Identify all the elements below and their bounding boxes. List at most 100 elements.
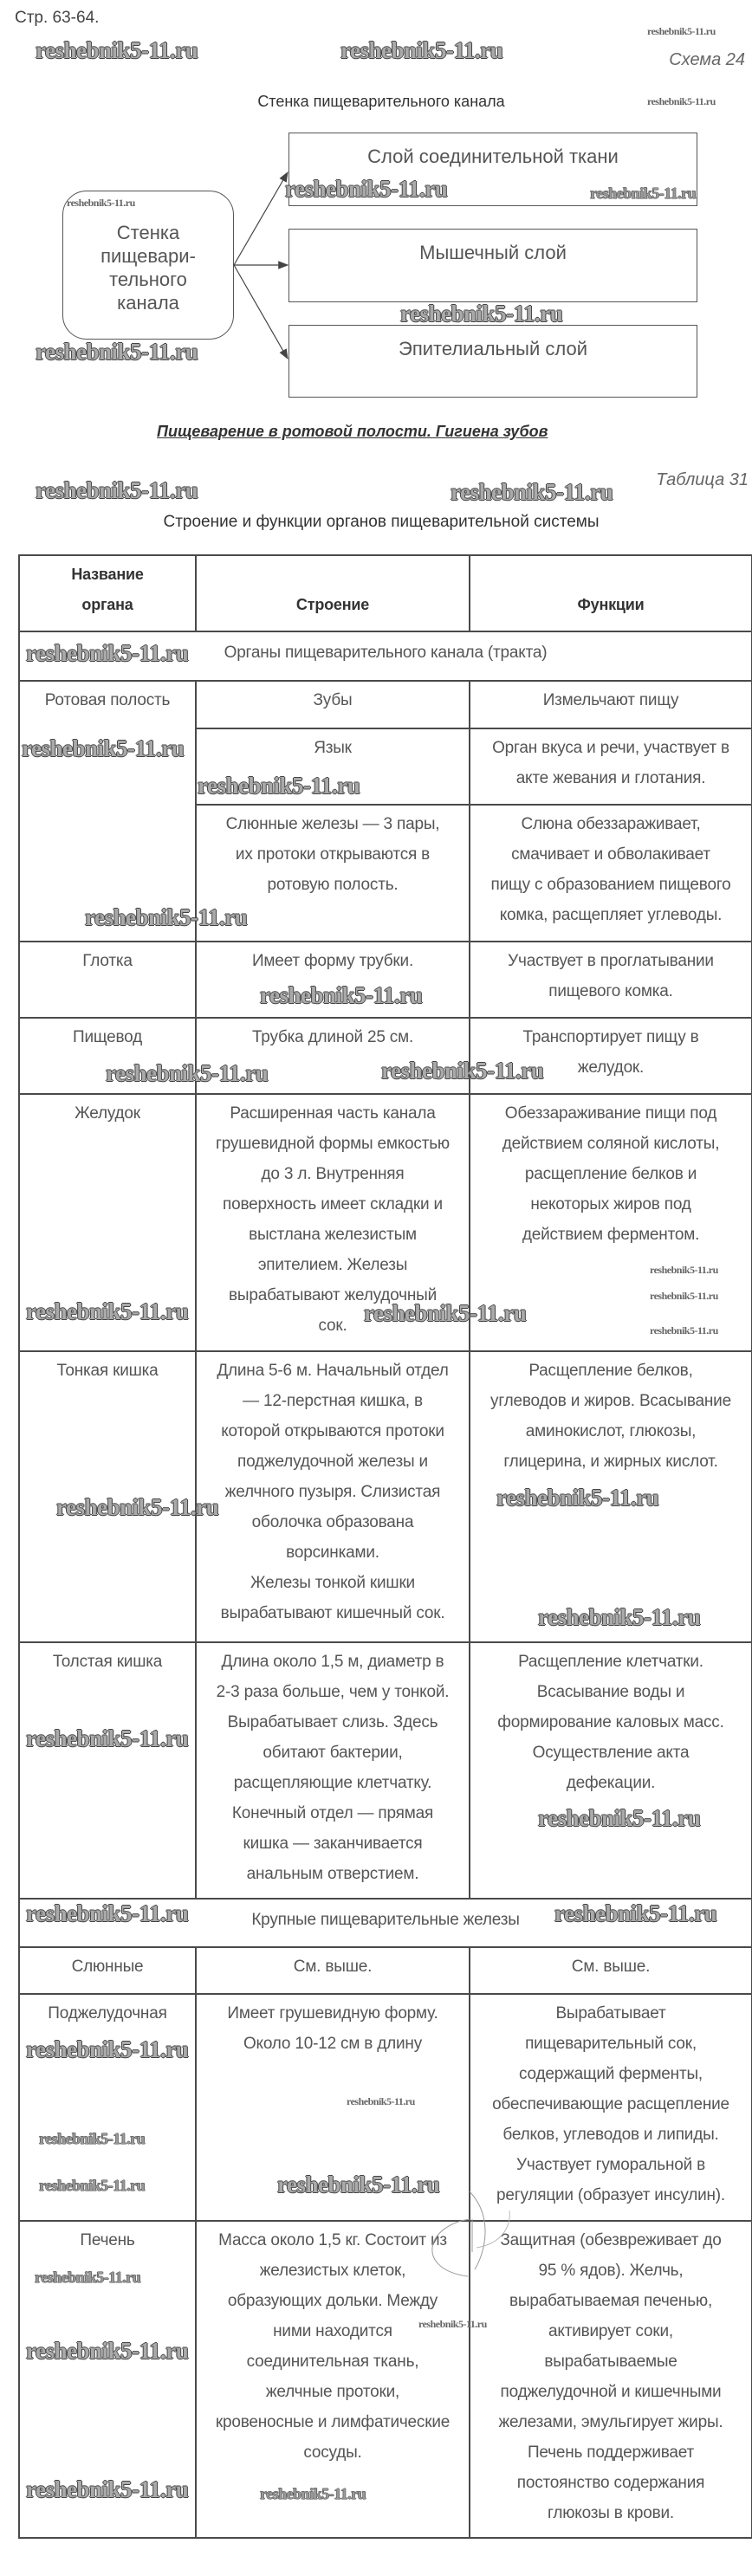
cell-text-line: Расщепление белков,	[528, 1362, 693, 1380]
cell-text-line: Участвует в проглатывании	[508, 952, 714, 970]
cell-text-line: Толстая кишка	[52, 1653, 163, 1671]
cell-text-line: их протоки открываются в	[235, 845, 431, 864]
scheme-number: Схема 24	[669, 50, 745, 69]
cell-text-line: См. выше.	[293, 1958, 373, 1976]
organ-name-cell: Желудок	[18, 1093, 197, 1352]
cell-text-line: Слюна обеззараживает,	[521, 815, 701, 833]
cell-text-line: вырабатывают желудочный	[229, 1286, 437, 1304]
cell-text-line: поджелудочной и кишечными	[500, 2383, 722, 2401]
structure-cell: См. выше.	[195, 1946, 470, 1995]
cell-text-line: Участвует гуморальной в	[515, 2156, 706, 2174]
table-row: Тонкая кишка Длина 5-6 м. Начальный отдел…	[18, 1350, 752, 1643]
arrow	[233, 264, 288, 360]
cell-text-line: расщепляющие клетчатку.	[233, 1774, 432, 1792]
function-cell: Участвует в проглатывании пищевого комка.	[469, 941, 752, 1019]
cell-text-line: Транспортирует пищу в	[522, 1028, 699, 1046]
cell-text-line: Всасывание воды и	[536, 1683, 685, 1701]
organ-name-cell: Глотка	[18, 941, 197, 1019]
cell-text-line: эпителием. Железы	[257, 1256, 408, 1274]
cell-text-line: кровеносные и лимфатические	[215, 2413, 451, 2431]
function-cell: Обеззараживание пищи под действием соляно…	[469, 1093, 752, 1352]
header-text: Строение	[295, 596, 370, 613]
cell-text-line: Ротовая полость	[44, 691, 171, 709]
table-row: Печень Масса около 1,5 кг. Состоит из желе…	[18, 2220, 752, 2539]
cell-text-line: аминокислот, глюкозы,	[525, 1422, 697, 1440]
target-label: Эпителиальный слой	[399, 338, 587, 359]
cell-text-line: Язык	[314, 739, 352, 757]
scheme-arrows	[233, 171, 289, 360]
cell-text-line: Поджелудочная	[48, 2004, 167, 2023]
table-row: Язык Орган вкуса и речи, участвует в акте …	[19, 728, 752, 806]
cell-text-line: ворсинками.	[286, 1544, 379, 1562]
cell-text-line: образующих дольки. Между	[227, 2292, 438, 2310]
cell-text-line: Осуществление акта	[532, 1744, 690, 1762]
table-title: Строение и функции органов пищеварительн…	[163, 513, 600, 531]
structure-cell: Язык	[195, 728, 470, 806]
cell-text-line: — 12-перстная кишка, в	[243, 1392, 423, 1410]
cell-text-line: смачивает и обволакивает	[511, 845, 710, 864]
cell-text-line: сок.	[318, 1317, 347, 1335]
cell-text-line: Имеет форму трубки.	[251, 952, 414, 970]
cell-text-line: соединительная ткань,	[246, 2353, 419, 2371]
cell-text-line: Длина около 1,5 м, диаметр в	[221, 1653, 444, 1671]
structure-cell: Трубка длиной 25 см.	[195, 1017, 470, 1095]
cell-text-line: Масса около 1,5 кг. Состоит из	[218, 2231, 447, 2249]
cell-text-line: вырабатываемые	[544, 2353, 677, 2371]
cell-text-line: Расширенная часть канала	[230, 1104, 436, 1123]
cell-text-line: Желудок	[75, 1104, 140, 1123]
cell-text-line: Около 10-12 см в длину	[243, 2035, 423, 2053]
structure-cell: Имеет форму трубки.	[195, 941, 470, 1019]
cell-text-line: оболочка образована	[251, 1513, 414, 1531]
table-row: Толстая кишка Длина около 1,5 м, диаметр …	[18, 1641, 752, 1900]
pen-scribble	[431, 2191, 510, 2277]
cell-text-line: сосуды.	[303, 2443, 362, 2462]
cell-text-line: вырабатывают кишечный сок.	[220, 1604, 445, 1622]
header-functions: Функции	[469, 554, 752, 632]
organ-name-cell: Тонкая кишка	[18, 1350, 197, 1643]
page-reference: Стр. 63-64.	[15, 9, 100, 27]
table-section-row: Крупные пищеварительные железы	[18, 1898, 752, 1948]
cell-text-line: Пищевод	[73, 1028, 142, 1046]
cell-text-line: См. выше.	[571, 1958, 651, 1976]
organs-table: Название органа Строение Функции Органы пище…	[18, 554, 752, 2539]
cell-text-line: желчного пузыря. Слизистая	[224, 1483, 441, 1501]
cell-text-line: углеводов и жиров. Всасывание	[490, 1392, 731, 1410]
target-label: Слой соединительной ткани	[367, 146, 619, 167]
function-cell: Орган вкуса и речи, участвует в акте жева…	[469, 728, 752, 806]
cell-text-line: Расщепление клетчатки.	[518, 1653, 703, 1671]
table-row: Глотка Имеет форму трубки. Участвует в про…	[18, 941, 752, 1019]
structure-cell: Длина 5-6 м. Начальный отдел — 12-перстна…	[195, 1350, 470, 1643]
section-label: Крупные пищеварительные железы	[18, 1898, 752, 1948]
table-row: Слюнные железы — 3 пары, их протоки откры…	[19, 804, 752, 942]
source-line: Стенка	[116, 222, 180, 243]
cell-text-line: вырабатываемая печенью,	[509, 2292, 713, 2310]
scheme-title: Стенка пищеварительного канала	[257, 93, 505, 110]
cell-text-line: железами, эмульгирует жиры.	[498, 2413, 723, 2431]
organ-name-cell: Пищевод	[18, 1017, 197, 1095]
source-line: канала	[117, 292, 179, 314]
table-row: Желудок Расширенная часть канала грушевидн…	[18, 1093, 752, 1352]
function-cell: Слюна обеззараживает, смачивает и обволак…	[469, 804, 752, 942]
cell-text-line: обеспечивающие расщепление	[492, 2095, 729, 2113]
function-cell: Защитная (обезвреживает до 95 % ядов). Же…	[469, 2220, 752, 2539]
cell-text-line: содержащий ферменты,	[518, 2065, 703, 2083]
cell-text-line: Глотка	[82, 952, 133, 970]
organ-name-cell: Слюнные	[18, 1946, 197, 1995]
cell-text-line: анальным отверстием.	[246, 1865, 419, 1883]
cell-text-line: Железы тонкой кишки	[250, 1574, 415, 1592]
table-row: Поджелудочная Имеет грушевидную форму. Око…	[18, 1993, 752, 2222]
cell-text-line: акте жевания и глотания.	[515, 769, 706, 787]
header-organ-name: Название органа	[18, 554, 197, 632]
table-section-row: Органы пищеварительного канала (тракта)	[18, 631, 752, 682]
cell-text-line: желчные протоки,	[265, 2383, 400, 2401]
header-text: Название	[71, 566, 144, 583]
scheme-target-box: Мышечный слой	[288, 229, 697, 302]
cell-text-line: желудок.	[577, 1058, 645, 1077]
cell-text-line: пищу с образованием пищевого	[490, 876, 731, 894]
section-heading: Пищеварение в ротовой полости. Гигиена з…	[157, 423, 548, 440]
cell-text-line: Длина 5-6 м. Начальный отдел	[217, 1362, 449, 1380]
structure-cell: Слюнные железы — 3 пары, их протоки откры…	[195, 804, 470, 942]
organ-name-cell: Печень	[18, 2220, 197, 2539]
cell-text-line: Имеет грушевидную форму.	[227, 2004, 438, 2023]
cell-text-line: поджелудочной железы и	[237, 1453, 428, 1471]
